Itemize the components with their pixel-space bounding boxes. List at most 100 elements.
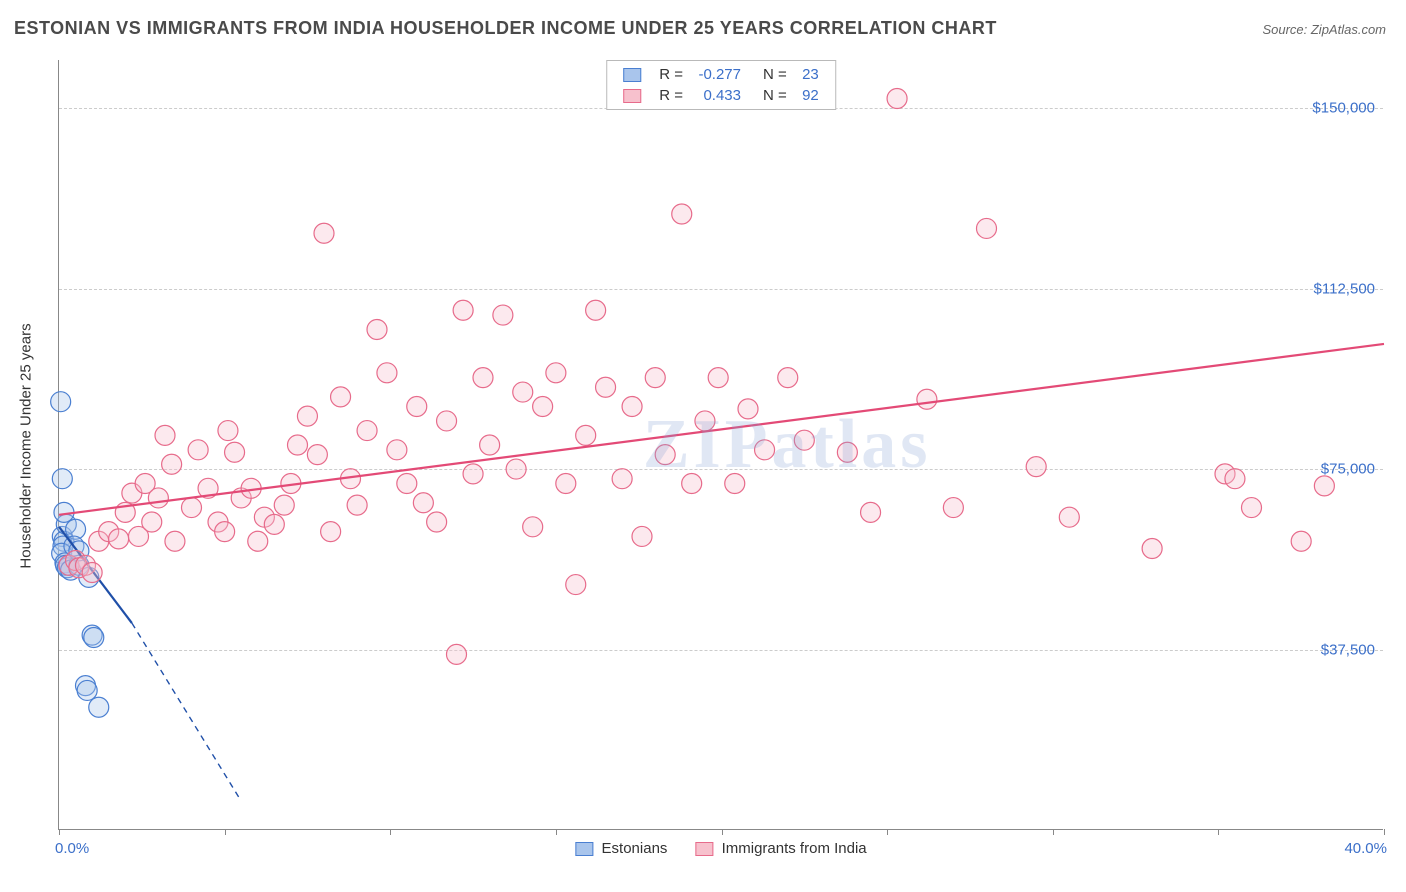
data-point-estonians xyxy=(89,697,109,717)
data-point-india xyxy=(331,387,351,407)
data-point-india xyxy=(377,363,397,383)
data-point-india xyxy=(347,495,367,515)
data-point-india xyxy=(755,440,775,460)
legend-swatch-india xyxy=(623,89,641,103)
legend-swatch-estonians xyxy=(575,842,593,856)
data-point-india xyxy=(794,430,814,450)
data-point-india xyxy=(725,474,745,494)
data-point-india xyxy=(672,204,692,224)
data-point-india xyxy=(682,474,702,494)
legend-item-india: Immigrants from India xyxy=(695,840,866,857)
data-point-india xyxy=(165,531,185,551)
data-point-india xyxy=(632,526,652,546)
data-point-india xyxy=(437,411,457,431)
x-axis-max-label: 40.0% xyxy=(1344,840,1387,857)
data-point-india xyxy=(1225,469,1245,489)
data-point-india xyxy=(596,377,616,397)
legend-R-value-india: 0.433 xyxy=(691,86,747,105)
data-point-india xyxy=(297,406,317,426)
data-point-estonians xyxy=(51,392,71,412)
data-point-india xyxy=(155,425,175,445)
data-point-india xyxy=(861,502,881,522)
data-point-india xyxy=(837,442,857,462)
data-point-india xyxy=(523,517,543,537)
data-point-india xyxy=(887,89,907,109)
data-point-india xyxy=(576,425,596,445)
data-point-india xyxy=(413,493,433,513)
data-point-india xyxy=(533,397,553,417)
legend-swatch-india xyxy=(695,842,713,856)
data-point-india xyxy=(708,368,728,388)
data-point-india xyxy=(1059,507,1079,527)
x-tick xyxy=(1384,829,1385,835)
data-point-estonians xyxy=(52,469,72,489)
data-point-india xyxy=(506,459,526,479)
data-point-india xyxy=(738,399,758,419)
data-point-india xyxy=(182,498,202,518)
data-point-india xyxy=(480,435,500,455)
data-point-india xyxy=(586,300,606,320)
source-credit: Source: ZipAtlas.com xyxy=(1262,22,1386,37)
scatter-svg xyxy=(59,60,1384,830)
data-point-india xyxy=(407,397,427,417)
data-point-india xyxy=(556,474,576,494)
data-point-india xyxy=(188,440,208,460)
data-point-india xyxy=(1142,538,1162,558)
data-point-india xyxy=(546,363,566,383)
data-point-india xyxy=(513,382,533,402)
legend-row-india: R =0.433N =92 xyxy=(617,86,825,105)
data-point-india xyxy=(1242,498,1262,518)
legend-row-estonians: R =-0.277N =23 xyxy=(617,65,825,84)
data-point-india xyxy=(1291,531,1311,551)
data-point-india xyxy=(148,488,168,508)
legend-R-value-estonians: -0.277 xyxy=(691,65,747,84)
data-point-india xyxy=(427,512,447,532)
data-point-india xyxy=(215,522,235,542)
series-legend: Estonians Immigrants from India xyxy=(561,840,880,857)
data-point-estonians xyxy=(84,628,104,648)
data-point-india xyxy=(645,368,665,388)
data-point-india xyxy=(82,563,102,583)
data-point-india xyxy=(943,498,963,518)
data-point-india xyxy=(248,531,268,551)
data-point-india xyxy=(447,644,467,664)
data-point-india xyxy=(566,575,586,595)
data-point-india xyxy=(977,218,997,238)
correlation-legend: R =-0.277N =23R =0.433N =92 xyxy=(606,60,836,110)
data-point-india xyxy=(397,474,417,494)
data-point-estonians xyxy=(77,680,97,700)
data-point-india xyxy=(695,411,715,431)
data-point-india xyxy=(225,442,245,462)
legend-N-value-estonians: 23 xyxy=(795,65,825,84)
chart-title: ESTONIAN VS IMMIGRANTS FROM INDIA HOUSEH… xyxy=(14,18,997,39)
data-point-india xyxy=(1314,476,1334,496)
data-point-india xyxy=(622,397,642,417)
legend-R-label: R = xyxy=(653,65,689,84)
data-point-india xyxy=(612,469,632,489)
data-point-india xyxy=(917,389,937,409)
data-point-india xyxy=(307,445,327,465)
data-point-india xyxy=(778,368,798,388)
legend-N-label: N = xyxy=(749,86,793,105)
y-axis-label: Householder Income Under 25 years xyxy=(18,323,35,568)
data-point-india xyxy=(1026,457,1046,477)
data-point-india xyxy=(274,495,294,515)
data-point-india xyxy=(655,445,675,465)
data-point-india xyxy=(142,512,162,532)
x-axis-min-label: 0.0% xyxy=(55,840,89,857)
data-point-india xyxy=(218,421,238,441)
plot-area: ZIPatlas $37,500$75,000$112,500$150,000 … xyxy=(58,60,1383,830)
legend-N-value-india: 92 xyxy=(795,86,825,105)
regression-extension-estonians xyxy=(132,623,241,801)
data-point-india xyxy=(288,435,308,455)
legend-N-label: N = xyxy=(749,65,793,84)
legend-R-label: R = xyxy=(653,86,689,105)
legend-item-estonians: Estonians xyxy=(575,840,667,857)
data-point-india xyxy=(473,368,493,388)
data-point-india xyxy=(162,454,182,474)
data-point-india xyxy=(367,320,387,340)
data-point-india xyxy=(463,464,483,484)
data-point-india xyxy=(493,305,513,325)
legend-swatch-estonians xyxy=(623,68,641,82)
legend-label-india: Immigrants from India xyxy=(722,840,867,857)
